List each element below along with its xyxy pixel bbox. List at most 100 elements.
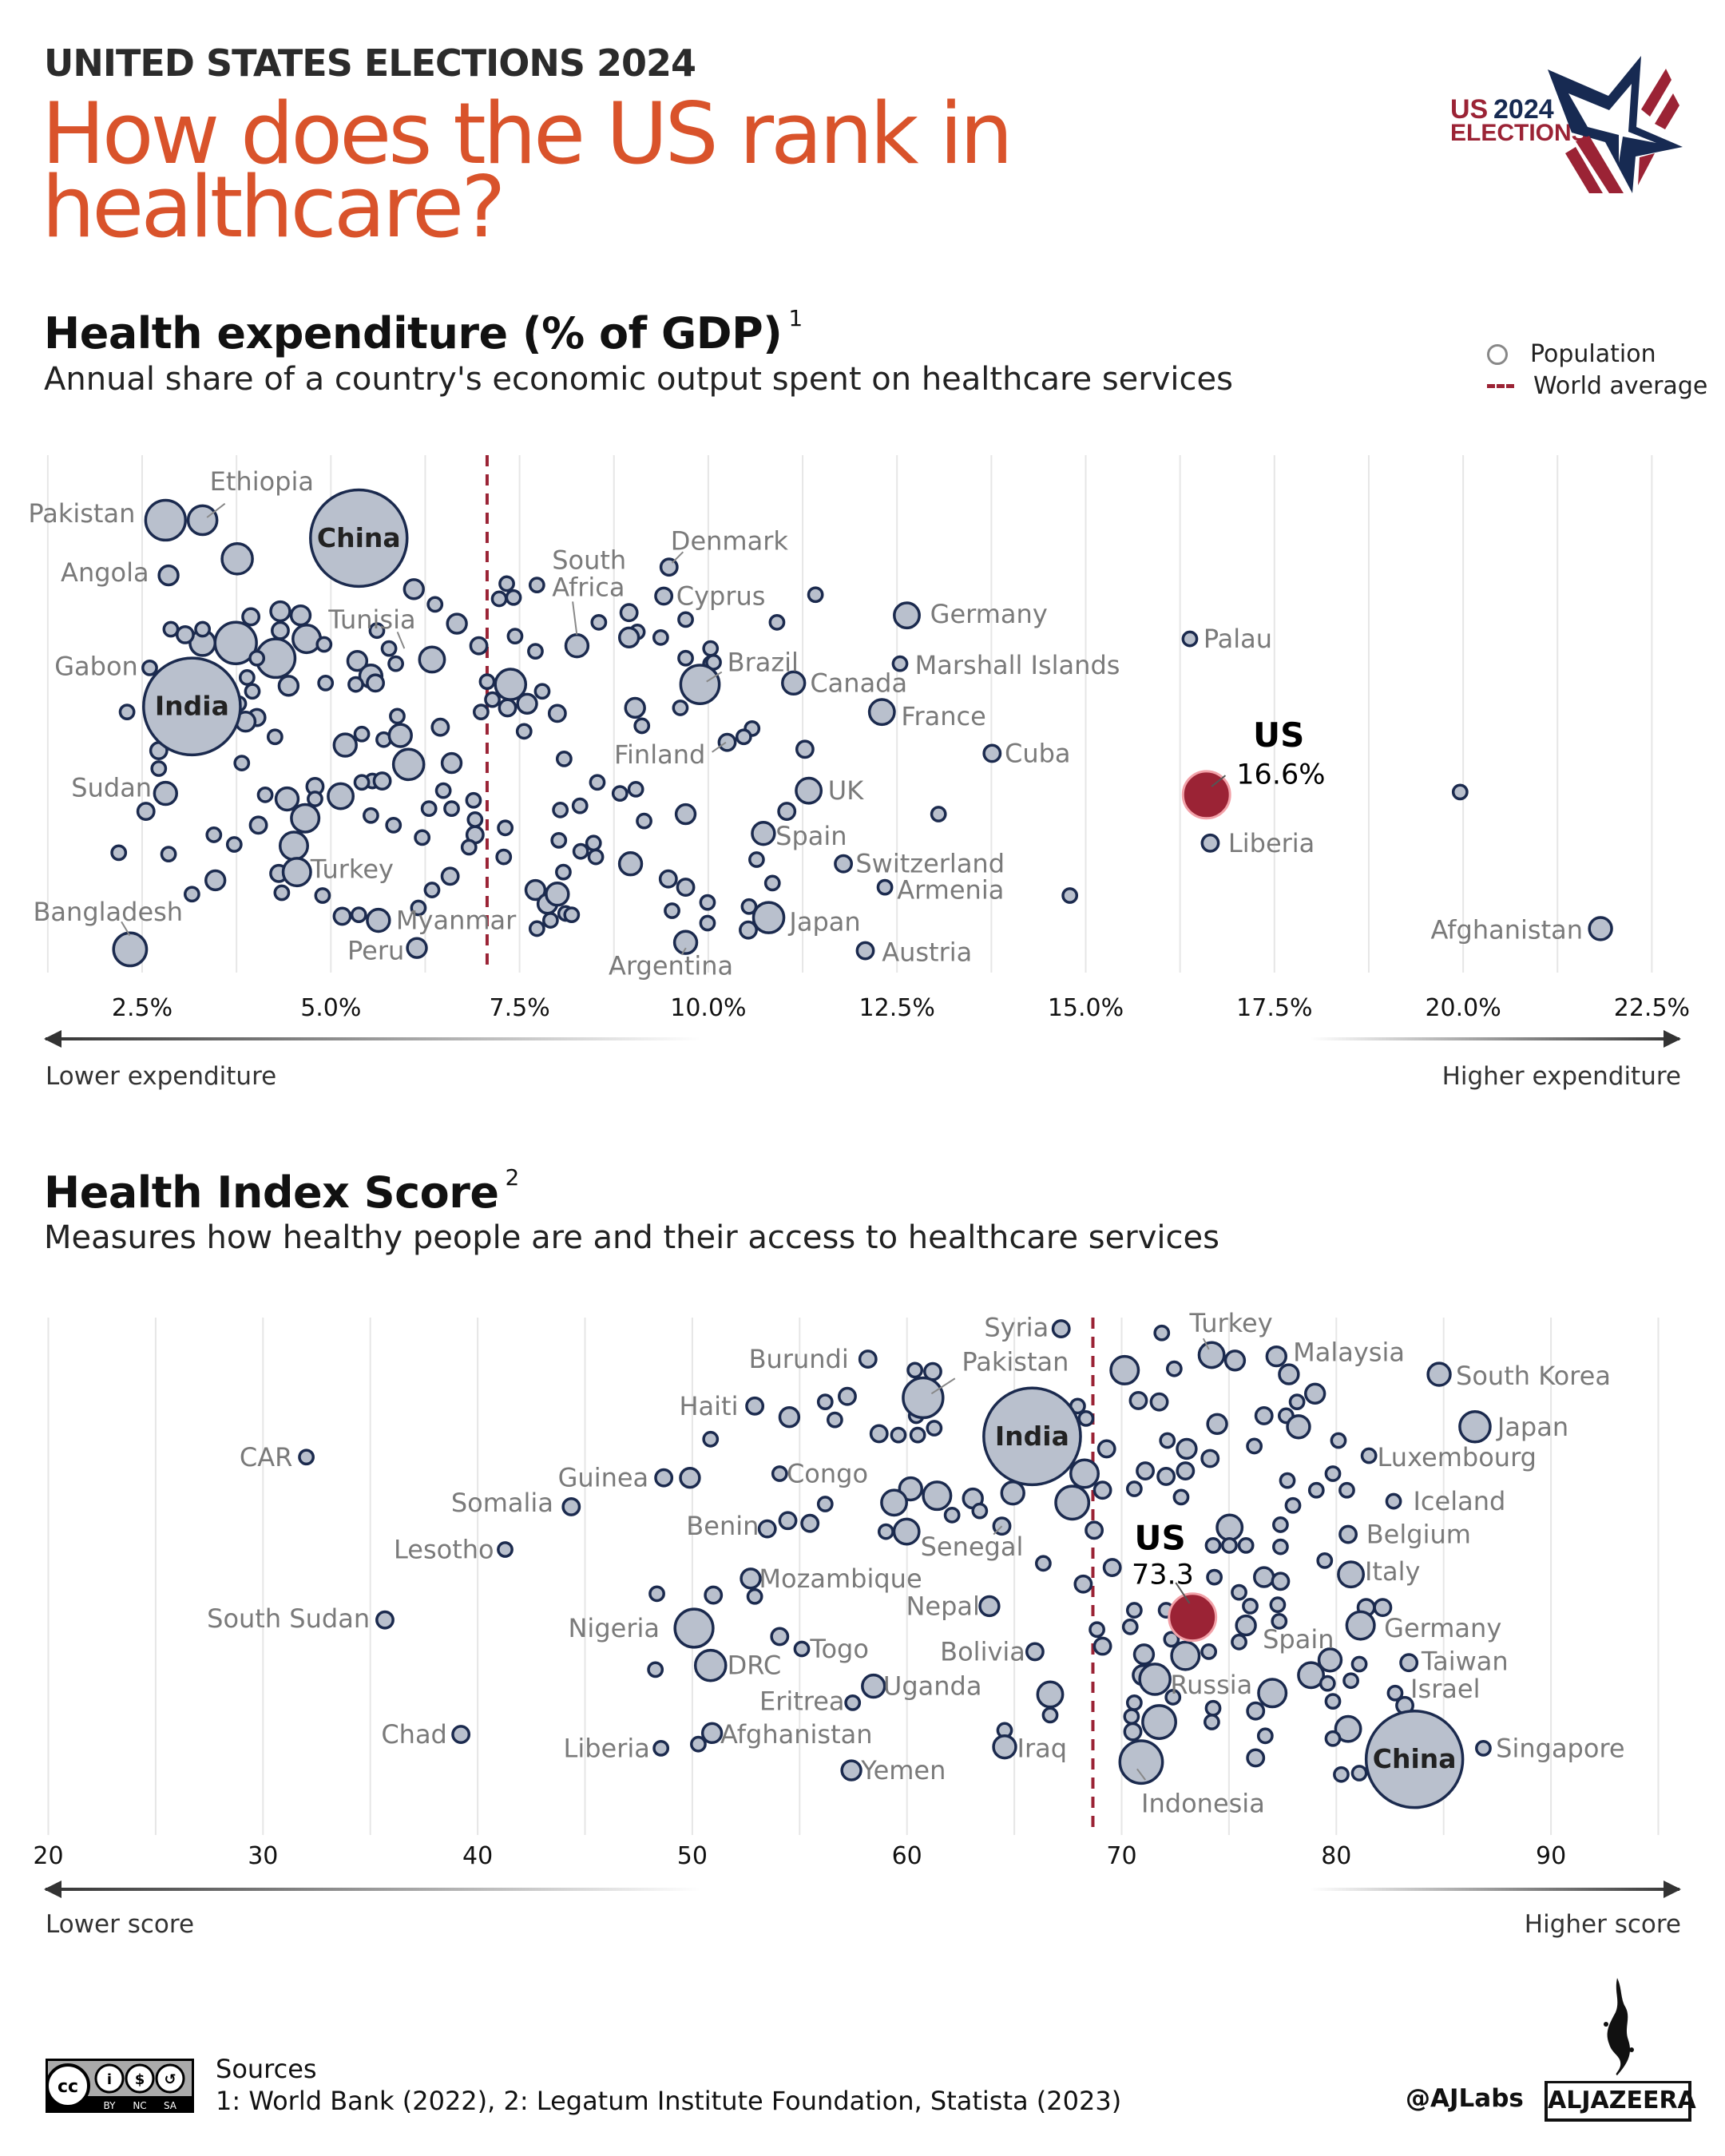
country-label: Canada — [810, 668, 907, 698]
country-bubble-germany — [1345, 1610, 1376, 1641]
country-bubble — [266, 728, 284, 746]
country-label: Chad — [381, 1719, 447, 1750]
label-leader-line — [396, 632, 406, 649]
country-bubble — [674, 803, 697, 826]
country-bubble — [702, 1430, 720, 1448]
country-bubble — [1215, 1513, 1244, 1542]
country-bubble-india — [142, 656, 242, 757]
label-leader-line — [680, 947, 687, 956]
country-bubble — [372, 771, 392, 791]
country-label: Guinea — [558, 1463, 649, 1493]
country-bubble — [484, 691, 501, 708]
country-bubble — [460, 838, 478, 856]
country-bubble-liberia — [1200, 833, 1220, 853]
country-bubble — [676, 878, 696, 898]
country-bubble-south-sudan — [375, 1610, 395, 1630]
country-bubble — [269, 600, 291, 623]
country-bubble — [636, 812, 652, 830]
country-label: Bolivia — [940, 1636, 1025, 1667]
country-bubble — [1237, 1536, 1255, 1554]
population-circle-icon — [1487, 343, 1508, 365]
country-bubble — [527, 643, 544, 660]
country-bubble — [587, 848, 605, 866]
label-leader-line — [671, 551, 684, 564]
country-bubble-france — [867, 698, 896, 727]
country-bubble-guinea — [654, 1468, 674, 1488]
country-bubble — [1069, 1458, 1100, 1489]
x-tick-label: 80 — [1321, 1842, 1351, 1870]
country-bubble — [1254, 1405, 1274, 1425]
chart2-title-text: Health Index Score — [44, 1167, 499, 1218]
chart2-title: Health Index Score 2 — [44, 1164, 519, 1218]
country-bubble — [1257, 1678, 1288, 1709]
right-arrow-line — [1310, 1888, 1679, 1891]
country-label: Gabon — [54, 652, 138, 682]
country-bubble — [244, 683, 261, 700]
country-bubble — [746, 1587, 763, 1605]
country-bubble — [1246, 1701, 1266, 1721]
country-bubble-eritrea — [844, 1694, 862, 1711]
country-bubble — [1350, 1765, 1368, 1781]
country-label: Spain — [1263, 1624, 1334, 1655]
country-label: DRC — [728, 1651, 782, 1681]
country-bubble — [175, 624, 195, 644]
country-label: Nepal — [906, 1591, 979, 1621]
country-bubble — [1204, 1714, 1220, 1730]
country-bubble — [795, 739, 815, 759]
country-bubble — [1164, 1689, 1182, 1706]
country-bubble — [1085, 1520, 1104, 1540]
country-bubble — [1221, 1536, 1238, 1554]
country-bubble — [1279, 1472, 1296, 1489]
country-bubble-spain — [751, 821, 776, 846]
country-label: Myanmar — [396, 906, 517, 936]
country-bubble — [368, 622, 386, 640]
country-label: Iraq — [1017, 1733, 1068, 1763]
country-bubble — [735, 728, 752, 746]
country-bubble — [541, 912, 559, 929]
country-bubble — [943, 1506, 961, 1524]
country-label: India — [155, 691, 229, 722]
country-bubble-south-africa — [564, 633, 590, 659]
country-label: India — [995, 1421, 1069, 1452]
country-label: Lesotho — [394, 1535, 494, 1565]
right-axis-label: Higher expenditure — [1442, 1062, 1681, 1091]
country-bubble — [1246, 1748, 1266, 1768]
country-bubble-luxembourg — [1360, 1447, 1378, 1464]
bubbles — [110, 488, 1613, 968]
country-bubble — [434, 782, 452, 799]
country-label: Pakistan — [28, 498, 135, 529]
x-tick-label: 12.5% — [859, 994, 935, 1022]
country-bubble — [256, 786, 274, 803]
country-bubble-nepal — [978, 1595, 1001, 1618]
country-label: Somalia — [451, 1488, 553, 1518]
country-bubble — [690, 1735, 707, 1753]
right-arrow-line — [1310, 1037, 1679, 1040]
country-bubble — [679, 1467, 701, 1489]
country-bubble — [624, 696, 646, 719]
creative-commons-badge: i $ ↺ ccBY NC SA — [46, 2059, 194, 2113]
country-bubble-japan — [1458, 1409, 1492, 1444]
legend-world-average-label: World average — [1533, 372, 1708, 400]
country-bubble-gabon — [141, 659, 158, 676]
country-label: Japan — [787, 906, 860, 937]
label-leader-line — [572, 601, 578, 636]
label-leader-line — [1202, 1338, 1210, 1350]
country-bubble-drc — [693, 1648, 728, 1682]
country-bubble-nigeria — [673, 1607, 715, 1649]
label-leader-line — [993, 1525, 1003, 1536]
country-bubble — [410, 899, 427, 917]
country-bubble — [647, 1661, 664, 1678]
country-bubble — [1073, 1574, 1093, 1594]
country-bubble-syria — [1051, 1319, 1071, 1338]
country-label: Liberia — [564, 1733, 650, 1763]
country-bubble — [1206, 1413, 1228, 1435]
page-title: How does the US rank in healthcare? — [42, 85, 1013, 256]
country-bubble — [233, 755, 251, 771]
country-bubble — [1034, 1555, 1052, 1572]
kicker-heading: UNITED STATES ELECTIONS 2024 — [44, 42, 696, 85]
x-tick-label: 7.5% — [489, 994, 549, 1022]
country-bubble — [1136, 1461, 1155, 1480]
us-label: US — [1134, 1519, 1185, 1558]
country-bubble — [1272, 1538, 1289, 1556]
country-bubble — [1176, 1437, 1198, 1460]
